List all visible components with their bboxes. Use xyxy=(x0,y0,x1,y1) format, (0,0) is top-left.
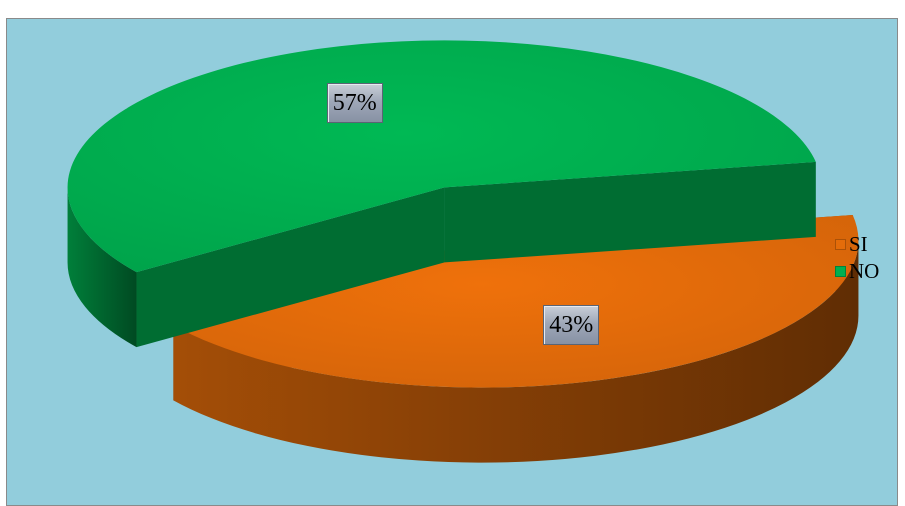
slice-rim-si xyxy=(173,240,859,463)
data-label-no: 57% xyxy=(326,83,383,124)
slice-top-no xyxy=(67,40,816,273)
pie-slice-no xyxy=(67,40,816,348)
legend-label-no: NO xyxy=(849,259,880,283)
slice-wall-no-start xyxy=(136,187,445,348)
legend-item-no: NO xyxy=(835,258,879,285)
slice-rim-no xyxy=(67,187,137,348)
legend-item-si: SI xyxy=(835,231,879,258)
legend-label-si: SI xyxy=(849,232,868,256)
slice-wall-no-end xyxy=(444,161,816,263)
legend: SI NO xyxy=(835,231,879,285)
slice-top-si xyxy=(173,215,859,388)
legend-swatch-si xyxy=(835,239,846,250)
legend-swatch-no xyxy=(835,266,846,277)
data-label-si: 43% xyxy=(543,304,600,345)
pie-chart xyxy=(67,40,859,463)
chart-area: 43% 57% SI NO xyxy=(6,18,898,506)
